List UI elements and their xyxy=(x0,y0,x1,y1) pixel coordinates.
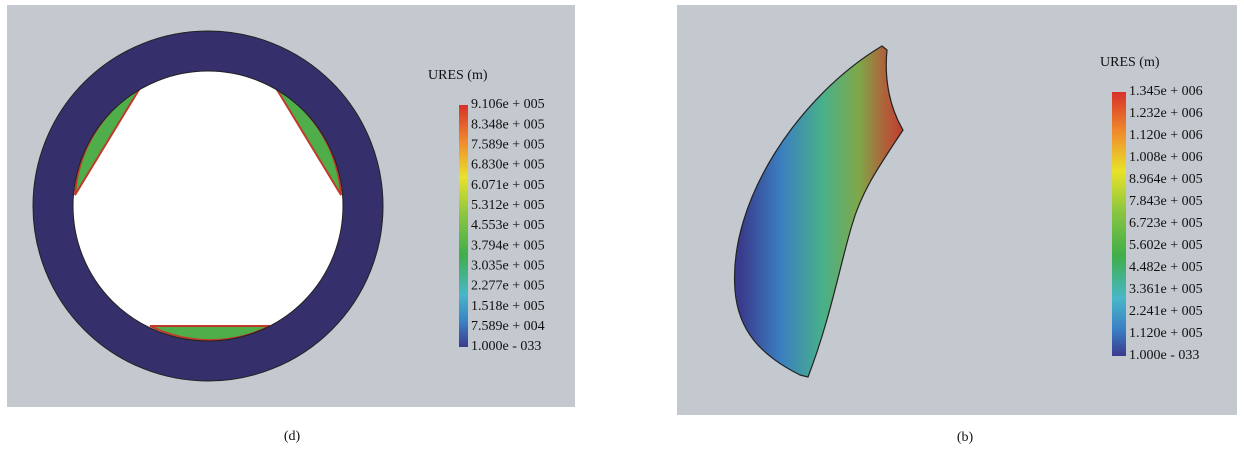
caption: (d) xyxy=(284,429,301,444)
legend-label: 6.071e + 005 xyxy=(471,178,545,193)
legend-label: 1.000e - 033 xyxy=(1129,348,1199,363)
legend-label: 7.589e + 005 xyxy=(471,138,545,153)
legend-label: 1.518e + 005 xyxy=(471,299,545,314)
legend-label: 2.277e + 005 xyxy=(471,279,545,294)
legend-label: 1.000e - 033 xyxy=(471,339,541,354)
legend-label: 5.312e + 005 xyxy=(471,198,545,213)
legend-label: 8.348e + 005 xyxy=(471,117,545,132)
legend-label: 7.589e + 004 xyxy=(471,319,545,334)
legend-label: 6.723e + 005 xyxy=(1129,216,1203,231)
legend-label: 3.035e + 005 xyxy=(471,259,545,274)
legend-label: 2.241e + 005 xyxy=(1129,304,1203,319)
legend-label: 3.361e + 005 xyxy=(1129,282,1203,297)
legend-label: 4.553e + 005 xyxy=(471,218,545,233)
caption: (b) xyxy=(957,430,974,445)
legend-label: 8.964e + 005 xyxy=(1129,172,1203,187)
legend-label: 5.602e + 005 xyxy=(1129,238,1203,253)
legend-label: 1.232e + 006 xyxy=(1129,106,1203,121)
legend-label: 1.345e + 006 xyxy=(1129,84,1203,99)
figure: (d) URES (m) 9.106e + 005 8.348e + 005 7.589… xyxy=(0,0,1244,452)
legend-label: 1.120e + 006 xyxy=(1129,128,1203,143)
legend-label: 1.008e + 006 xyxy=(1129,150,1203,165)
color-bar xyxy=(1112,92,1126,356)
legend-title: URES (m) xyxy=(428,68,488,83)
legend-label: 6.830e + 005 xyxy=(471,158,545,173)
legend-label: 4.482e + 005 xyxy=(1129,260,1203,275)
legend-label: 3.794e + 005 xyxy=(471,238,545,253)
legend-title: URES (m) xyxy=(1100,55,1160,70)
legend-label: 9.106e + 005 xyxy=(471,97,545,112)
color-bar xyxy=(459,105,468,347)
legend-label: 1.120e + 005 xyxy=(1129,326,1203,341)
legend-label: 7.843e + 005 xyxy=(1129,194,1203,209)
